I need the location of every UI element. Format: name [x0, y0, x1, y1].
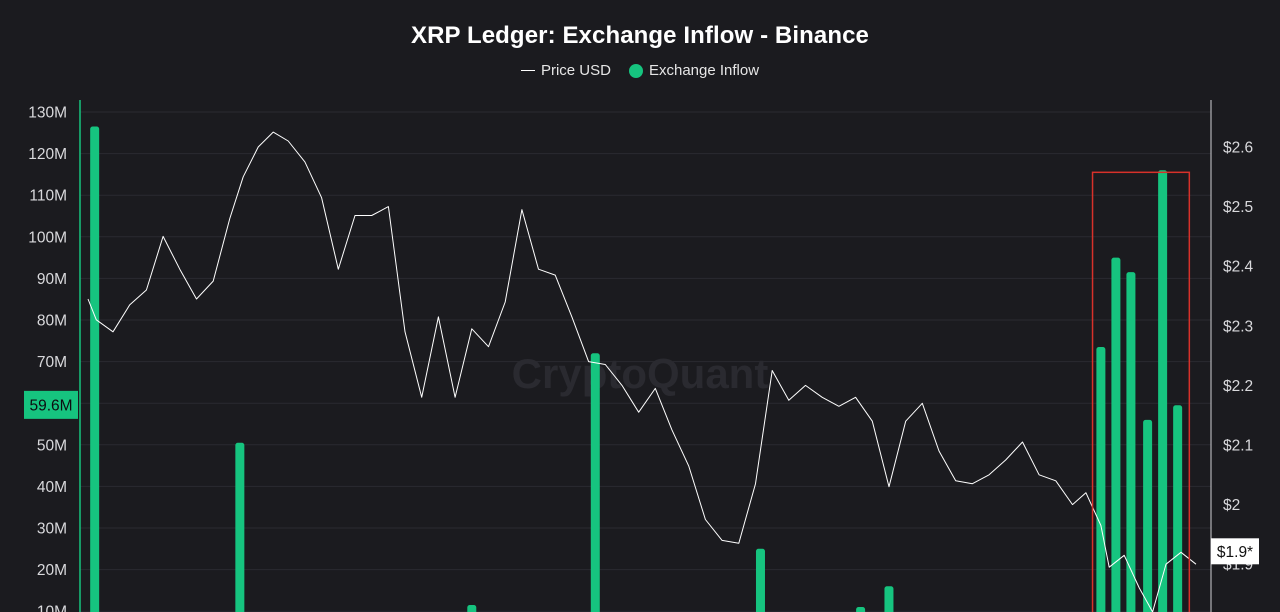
left-tick-label: 10M — [37, 604, 67, 612]
inflow-bar — [90, 126, 100, 612]
legend-item-price[interactable]: Price USD — [520, 62, 611, 79]
right-tick-label: $2.5 — [1223, 199, 1253, 216]
left-tick-label: 50M — [37, 437, 67, 454]
left-tick-label: 100M — [28, 229, 67, 246]
left-tick-label: 130M — [28, 105, 67, 122]
current-price-label: $1.9* — [1217, 544, 1253, 561]
legend-line-marker — [520, 70, 535, 71]
price-line — [87, 131, 1197, 612]
axis-labels: 130M 120M 110M 100M 90M 80M 70M 50M 40M 30M 20M 10M… — [24, 105, 1259, 612]
legend-label-price: Price USD — [540, 62, 611, 79]
right-tick-label: $2.6 — [1223, 140, 1253, 157]
inflow-bar — [884, 586, 894, 612]
left-tick-label: 20M — [37, 562, 67, 579]
current-inflow-badge — [24, 390, 78, 419]
inflow-bar — [755, 548, 765, 612]
right-tick-label: $2 — [1223, 497, 1240, 514]
legend-dot-marker — [628, 63, 643, 78]
legend: Price USD Exchange Inflow — [0, 62, 1280, 79]
current-price-badge — [1211, 538, 1259, 565]
inflow-bar — [856, 607, 866, 612]
highlight-box — [1091, 171, 1191, 612]
left-tick-label: 70M — [37, 354, 67, 371]
inflow-bar — [1126, 272, 1136, 612]
inflow-bar — [1111, 257, 1121, 612]
gridlines — [80, 111, 1211, 612]
right-tick-label: $2.4 — [1223, 259, 1254, 276]
legend-label-inflow: Exchange Inflow — [648, 62, 760, 79]
right-tick-label: $2.1 — [1223, 438, 1253, 455]
left-tick-label: 120M — [28, 146, 67, 163]
left-tick-label: 90M — [37, 271, 67, 288]
highlight-rect — [1091, 171, 1191, 612]
right-tick-label: $2.2 — [1223, 378, 1253, 395]
left-tick-label: 110M — [29, 188, 67, 205]
inflow-bar — [590, 353, 600, 612]
inflow-bar — [1143, 419, 1153, 612]
price-line-path — [87, 131, 1197, 612]
inflow-bar — [235, 442, 245, 612]
left-tick-label: 80M — [37, 313, 67, 330]
legend-item-inflow[interactable]: Exchange Inflow — [628, 62, 760, 79]
left-tick-label: 40M — [37, 479, 67, 496]
inflow-bar — [1158, 170, 1168, 612]
right-tick-label: $2.3 — [1223, 318, 1253, 335]
inflow-bar — [467, 604, 477, 612]
chart-title: XRP Ledger: Exchange Inflow - Binance — [410, 22, 869, 49]
current-inflow-label: 59.6M — [29, 397, 72, 414]
inflow-bars — [90, 126, 1183, 612]
axes — [79, 100, 1212, 612]
inflow-bar — [1173, 405, 1183, 612]
inflow-bar — [1096, 347, 1106, 612]
watermark: CryptoQuant — [512, 350, 769, 397]
left-tick-label: 30M — [37, 521, 67, 538]
